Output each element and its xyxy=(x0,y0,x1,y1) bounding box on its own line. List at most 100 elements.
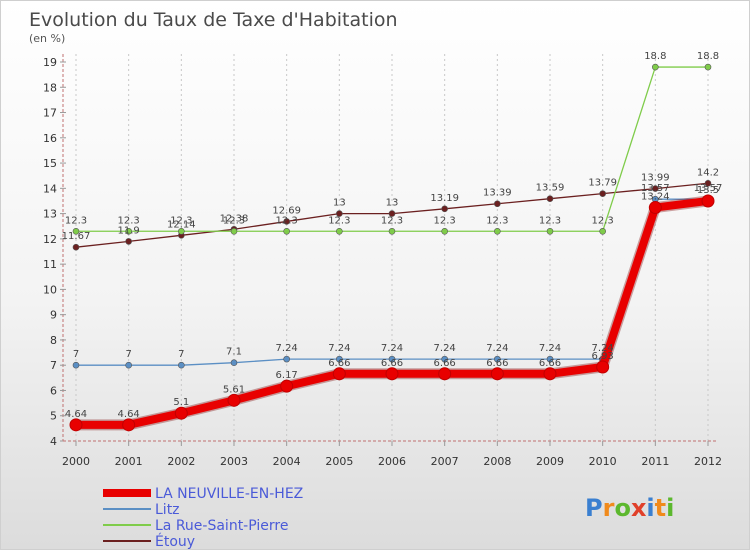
x-tick-label: 2010 xyxy=(589,455,617,468)
data-point xyxy=(704,179,712,187)
data-label: 14.2 xyxy=(697,167,719,178)
data-point xyxy=(332,367,346,381)
data-point xyxy=(441,355,448,363)
logo-letter: i xyxy=(646,494,654,522)
data-point xyxy=(72,361,80,369)
logo-letter: i xyxy=(666,494,674,522)
chart-title: Evolution du Taux de Taxe d'Habitation xyxy=(29,9,398,31)
data-label: 12.3 xyxy=(65,215,87,226)
data-point xyxy=(230,227,238,235)
data-point xyxy=(599,190,606,197)
data-label: 7.1 xyxy=(226,347,242,358)
data-point xyxy=(438,367,452,381)
logo-letter: P xyxy=(585,494,603,522)
data-point xyxy=(283,227,290,235)
data-label: 6.66 xyxy=(539,358,561,369)
data-point xyxy=(388,227,396,235)
data-label: 7.24 xyxy=(592,343,614,354)
data-point xyxy=(72,243,80,251)
x-tick-label: 2012 xyxy=(694,455,722,468)
y-tick-label: 17 xyxy=(43,107,57,120)
data-label: 12.3 xyxy=(592,215,614,226)
data-label: 12.3 xyxy=(381,215,403,226)
data-point xyxy=(385,367,399,381)
data-label: 7.24 xyxy=(486,343,508,354)
x-tick-label: 2005 xyxy=(325,455,353,468)
y-tick-label: 10 xyxy=(43,283,57,296)
data-label: 6.66 xyxy=(434,358,456,369)
y-tick-label: 15 xyxy=(43,157,57,170)
data-label: 12.3 xyxy=(276,215,298,226)
data-label: 11.9 xyxy=(118,225,140,236)
data-point xyxy=(546,195,554,202)
data-label: 13.5 xyxy=(697,185,719,196)
data-label: 7.24 xyxy=(328,343,350,354)
data-point xyxy=(122,418,136,432)
data-label: 18.8 xyxy=(644,51,666,62)
data-label: 7.24 xyxy=(381,343,403,354)
data-label: 12.3 xyxy=(118,215,140,226)
grid xyxy=(75,54,709,441)
data-label: 4.64 xyxy=(65,409,87,420)
y-tick-label: 8 xyxy=(50,334,57,347)
data-label: 4.64 xyxy=(118,409,140,420)
data-point xyxy=(280,379,294,393)
y-tick-label: 18 xyxy=(43,81,57,94)
data-label: 5.61 xyxy=(223,384,245,395)
data-label: 12.3 xyxy=(223,215,245,226)
data-label: 18.8 xyxy=(697,51,719,62)
data-label: 6.17 xyxy=(276,370,298,381)
data-label: 12.69 xyxy=(272,205,301,216)
y-tick-label: 19 xyxy=(43,56,57,69)
data-label: 12.38 xyxy=(220,213,249,224)
data-point xyxy=(125,227,132,235)
data-label: 13.24 xyxy=(641,192,670,203)
y-tick-label: 6 xyxy=(50,384,57,397)
legend-label: Litz xyxy=(155,502,180,518)
proxiti-logo: Proxiti xyxy=(585,494,674,522)
x-tick-label: 2007 xyxy=(431,455,459,468)
y-tick-label: 11 xyxy=(43,258,57,271)
data-point xyxy=(283,355,290,363)
data-point xyxy=(336,227,343,235)
data-point xyxy=(494,355,501,363)
data-point xyxy=(599,227,606,235)
data-label: 12.3 xyxy=(328,215,350,226)
data-label: 6.66 xyxy=(328,358,350,369)
y-tick-label: 14 xyxy=(43,182,57,195)
data-label: 11.67 xyxy=(62,231,91,242)
series-lines xyxy=(69,63,715,432)
x-tick-label: 2009 xyxy=(536,455,564,468)
data-label: 13.57 xyxy=(694,183,723,194)
legend-label: LA NEUVILLE-EN-HEZ xyxy=(155,486,303,502)
data-label: 12.3 xyxy=(539,215,561,226)
data-point xyxy=(227,393,241,407)
y-tick-label: 12 xyxy=(43,233,57,246)
data-label: 6.66 xyxy=(381,358,403,369)
data-point xyxy=(174,406,188,420)
logo-letter: t xyxy=(655,494,666,522)
data-label: 7.24 xyxy=(539,343,561,354)
data-point xyxy=(336,210,343,217)
data-point xyxy=(652,185,659,192)
y-tick-label: 16 xyxy=(43,132,57,145)
data-point xyxy=(230,359,238,366)
data-point xyxy=(704,63,712,71)
data-label: 13.79 xyxy=(588,178,617,189)
data-label: 13.59 xyxy=(536,183,565,194)
data-label: 13 xyxy=(386,198,399,209)
data-point xyxy=(336,355,343,363)
data-label: 13.19 xyxy=(430,193,459,204)
data-label: 13.99 xyxy=(641,173,670,184)
y-tick-label: 4 xyxy=(50,435,57,448)
x-tick-label: 2003 xyxy=(220,455,248,468)
data-label: 12.3 xyxy=(486,215,508,226)
data-label: 7 xyxy=(73,349,79,360)
logo-letter: r xyxy=(603,494,615,522)
data-point xyxy=(596,360,610,374)
data-point xyxy=(546,355,554,363)
y-tick-label: 13 xyxy=(43,208,57,221)
x-tick-label: 2000 xyxy=(62,455,90,468)
data-point xyxy=(72,227,80,235)
